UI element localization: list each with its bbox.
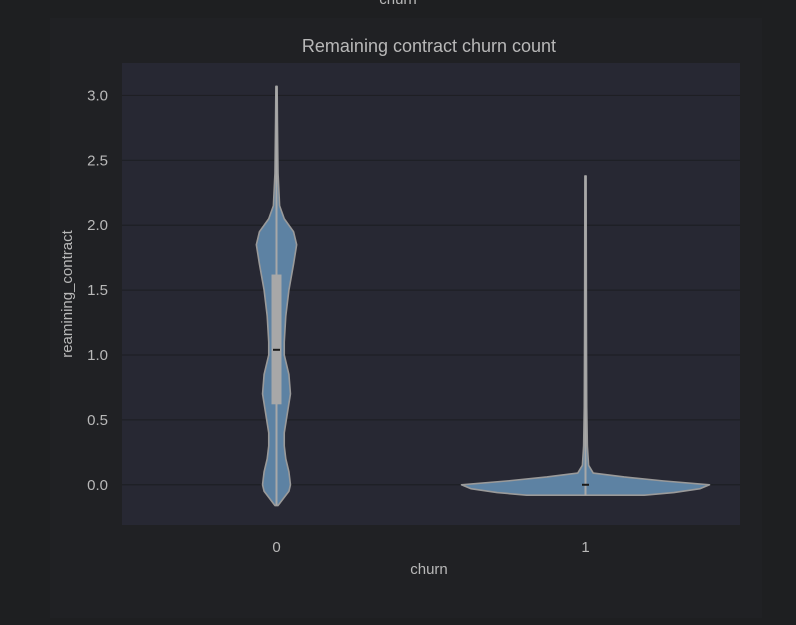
y-tick-label: 1.5 xyxy=(87,282,108,299)
y-axis-label: reamining_contract xyxy=(59,229,76,357)
y-tick-label: 0.5 xyxy=(87,412,108,429)
y-tick-label: 3.0 xyxy=(87,87,108,104)
y-tick-label: 2.0 xyxy=(87,217,108,234)
violin-iqr-box xyxy=(271,274,282,405)
plot-area xyxy=(122,63,740,525)
violins xyxy=(255,85,711,507)
y-tick-labels: 0.0 0.5 1.0 1.5 2.0 2.5 3.0 xyxy=(87,87,108,493)
grid-lines xyxy=(122,94,740,486)
x-axis-label: churn xyxy=(410,561,448,578)
y-tick-label: 1.0 xyxy=(87,347,108,364)
clipped-top-label: churn xyxy=(0,0,796,8)
x-tick-label: 0 xyxy=(272,539,280,556)
x-tick-label: 1 xyxy=(581,539,589,556)
chart-title: Remaining contract churn count xyxy=(302,36,556,56)
y-tick-label: 2.5 xyxy=(87,152,108,169)
y-tick-label: 0.0 xyxy=(87,477,108,494)
